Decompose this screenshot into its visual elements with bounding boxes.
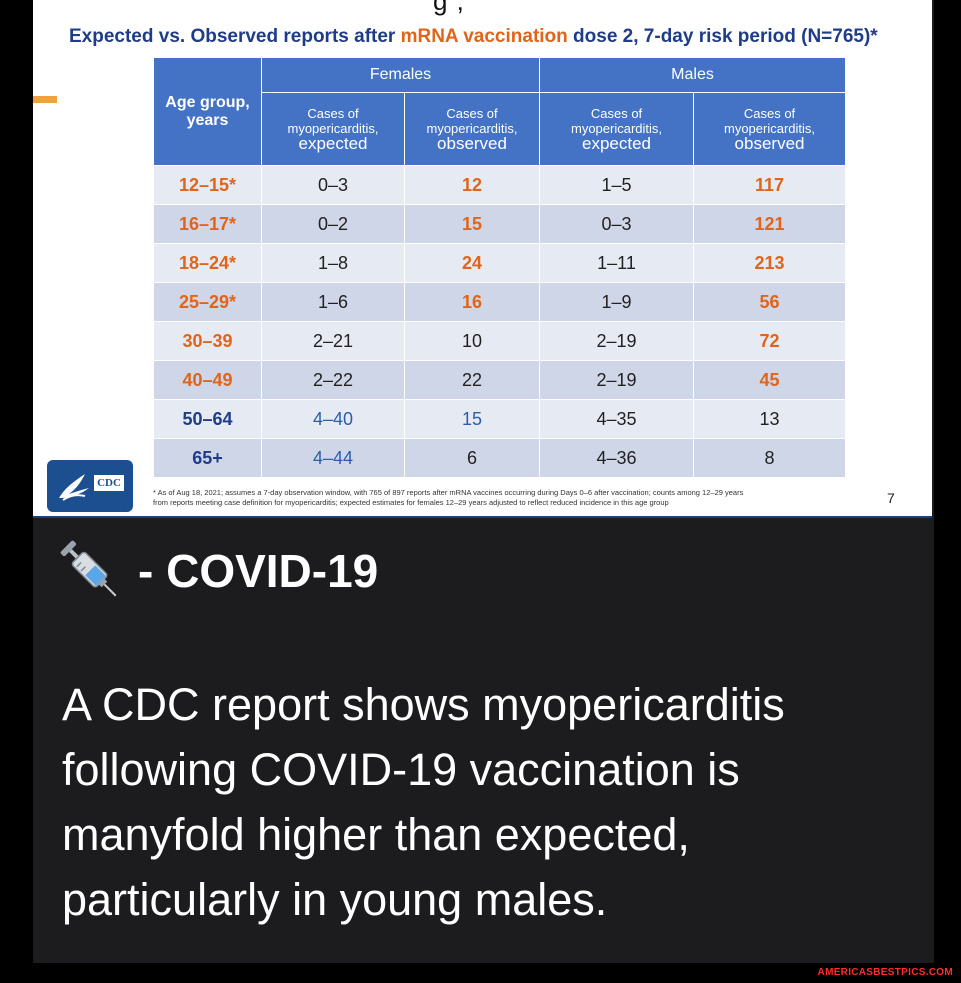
- table-row: 30–39 2–21 10 2–19 72: [153, 321, 847, 361]
- female-expected-cell: 0–2: [261, 204, 405, 244]
- title-highlight: mRNA vaccination: [400, 26, 568, 47]
- age-cell: 12–15*: [153, 165, 262, 205]
- slide-page-number: 7: [887, 490, 895, 506]
- male-observed-header: Cases of myopericarditis, observed: [693, 92, 847, 166]
- age-cell: 50–64: [153, 399, 262, 439]
- female-observed-cell: 15: [403, 204, 541, 244]
- male-observed-cell: 117: [693, 165, 847, 205]
- female-observed-cell: 10: [403, 321, 541, 361]
- female-expected-cell: 0–3: [261, 165, 405, 205]
- cdc-slide: Expected vs. Observed reports after mRNA…: [33, 22, 932, 518]
- male-observed-cell: 213: [693, 243, 847, 283]
- table-row: 25–29* 1–6 16 1–9 56: [153, 282, 847, 322]
- syringe-icon: [60, 540, 117, 597]
- male-expected-cell: 0–3: [539, 204, 695, 244]
- males-header: Males: [539, 57, 847, 93]
- female-observed-cell: 24: [403, 243, 541, 283]
- male-observed-cell: 13: [693, 399, 847, 439]
- cdc-logo-text: CDC: [93, 474, 125, 492]
- female-expected-cell: 2–21: [261, 321, 405, 361]
- slide-bottom-rule: [33, 516, 932, 518]
- female-expected-cell: 1–8: [261, 243, 405, 283]
- male-expected-cell: 1–11: [539, 243, 695, 283]
- myopericarditis-table: Age group, years Females Males Cases of my…: [153, 57, 847, 478]
- female-observed-cell: 22: [403, 360, 541, 400]
- table-row: 65+ 4–44 6 4–36 8: [153, 438, 847, 478]
- cdc-logo: CDC: [47, 460, 133, 512]
- female-observed-header: Cases of myopericarditis, observed: [403, 92, 541, 166]
- female-expected-cell: 4–40: [261, 399, 405, 439]
- watermark: AMERICASBESTPICS.COM: [817, 967, 953, 978]
- table-row: 16–17* 0–2 15 0–3 121: [153, 204, 847, 244]
- age-cell: 65+: [153, 438, 262, 478]
- title-prefix: Expected vs. Observed reports after: [69, 26, 401, 47]
- age-cell: 40–49: [153, 360, 262, 400]
- age-cell: 16–17*: [153, 204, 262, 244]
- male-expected-cell: 2–19: [539, 321, 695, 361]
- male-observed-cell: 56: [693, 282, 847, 322]
- female-expected-cell: 1–6: [261, 282, 405, 322]
- slide-footnote: * As of Aug 18, 2021; assumes a 7-day ob…: [153, 488, 744, 507]
- female-observed-cell: 16: [403, 282, 541, 322]
- female-expected-cell: 4–44: [261, 438, 405, 478]
- age-cell: 25–29*: [153, 282, 262, 322]
- male-expected-cell: 1–9: [539, 282, 695, 322]
- male-expected-header: Cases of myopericarditis, expected: [539, 92, 695, 166]
- table-row: 18–24* 1–8 24 1–11 213: [153, 243, 847, 283]
- male-observed-cell: 8: [693, 438, 847, 478]
- accent-bar: [33, 96, 57, 103]
- male-observed-cell: 121: [693, 204, 847, 244]
- female-expected-header: Cases of myopericarditis, expected: [261, 92, 405, 166]
- male-expected-cell: 4–35: [539, 399, 695, 439]
- table-row: 50–64 4–40 15 4–35 13: [153, 399, 847, 439]
- male-expected-cell: 2–19: [539, 360, 695, 400]
- female-observed-cell: 15: [403, 399, 541, 439]
- male-expected-cell: 1–5: [539, 165, 695, 205]
- title-suffix: dose 2, 7-day risk period (N=765)*: [567, 26, 878, 47]
- post-body: A CDC report shows myopericarditis follo…: [62, 679, 785, 925]
- male-observed-cell: 72: [693, 321, 847, 361]
- female-observed-cell: 12: [403, 165, 541, 205]
- post-title-text: - COVID-19: [138, 545, 379, 597]
- female-observed-cell: 6: [403, 438, 541, 478]
- table-row: 12–15* 0–3 12 1–5 117: [153, 165, 847, 205]
- age-cell: 30–39: [153, 321, 262, 361]
- age-cell: 18–24*: [153, 243, 262, 283]
- female-expected-cell: 2–22: [261, 360, 405, 400]
- male-expected-cell: 4–36: [539, 438, 695, 478]
- cropped-top-text: g ,: [33, 0, 932, 22]
- slide-title: Expected vs. Observed reports after mRNA…: [69, 26, 878, 48]
- eagle-icon: [59, 474, 89, 501]
- females-header: Females: [260, 57, 541, 93]
- post-title: - COVID-19: [60, 540, 378, 602]
- age-group-header: Age group, years: [153, 57, 262, 166]
- table-row: 40–49 2–22 22 2–19 45: [153, 360, 847, 400]
- male-observed-cell: 45: [693, 360, 847, 400]
